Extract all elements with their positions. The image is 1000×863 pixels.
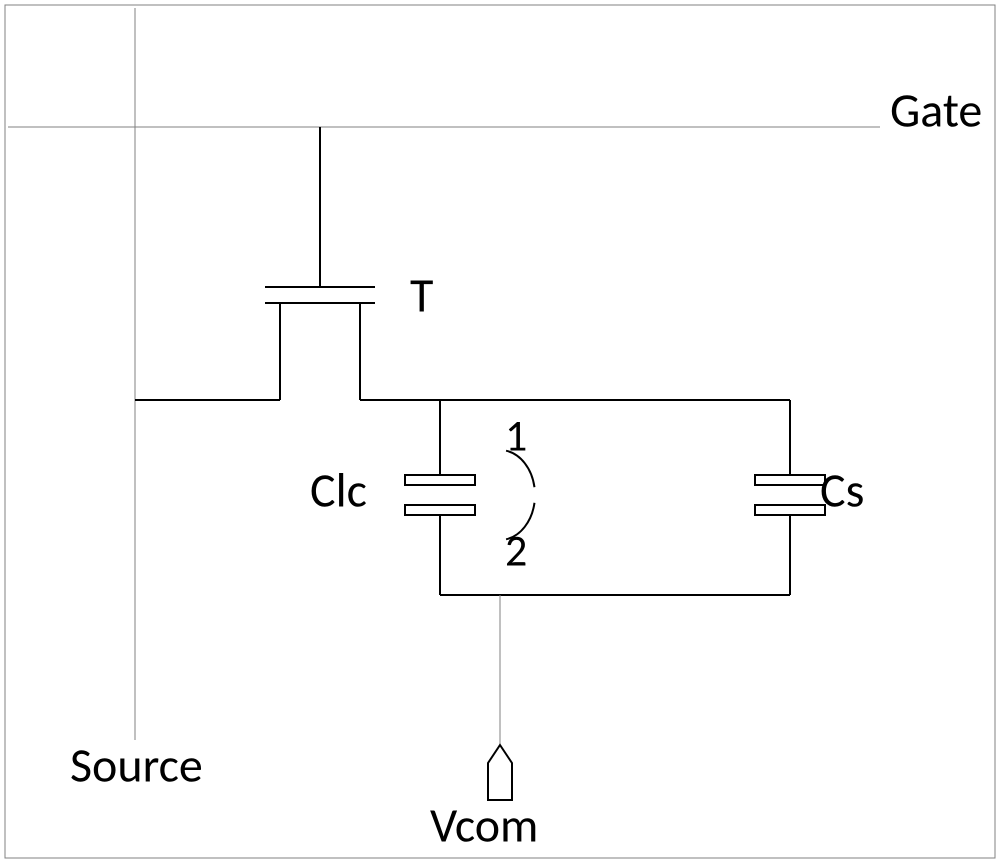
circuit-diagram: Gate Source Vcom T Clc Cs 1 2 [0, 0, 1000, 863]
clc-bot-plate [405, 505, 475, 515]
clc-top-plate [405, 475, 475, 485]
cs-top-plate [755, 475, 825, 485]
label-Clc: Clc [310, 460, 367, 519]
label-n1: 1 [505, 409, 527, 463]
label-n2: 2 [505, 524, 527, 578]
label-T: T [410, 265, 433, 324]
label-source: Source [70, 735, 203, 794]
label-Cs: Cs [820, 460, 864, 519]
label-gate: Gate [890, 80, 982, 139]
cs-bot-plate [755, 505, 825, 515]
label-vcom: Vcom [430, 795, 538, 854]
vcom-terminal [488, 745, 512, 800]
